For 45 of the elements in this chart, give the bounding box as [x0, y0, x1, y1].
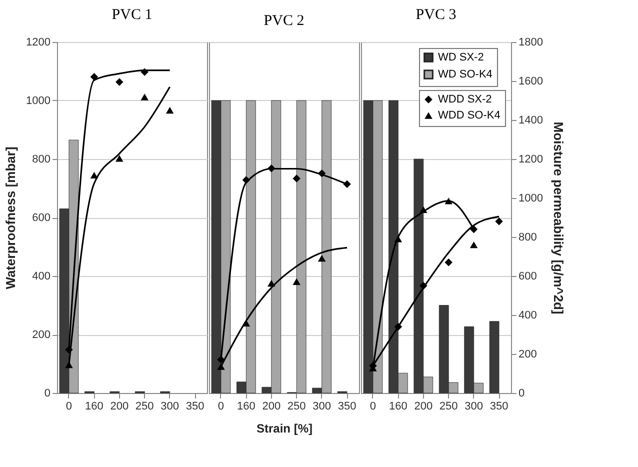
y2-tick-label: 600: [518, 270, 537, 282]
x-tick-label: 350: [490, 400, 508, 412]
y-tick-label: 200: [32, 329, 50, 341]
y-tick-label: 400: [32, 270, 50, 282]
y-tick-label: 800: [32, 154, 50, 166]
x-tick-label: 250: [287, 400, 306, 412]
x-tick-label: 200: [414, 400, 433, 412]
legend-label: WD SX-2: [438, 52, 484, 64]
x-tick-label: 160: [85, 400, 104, 412]
y-tick-label: 1000: [26, 95, 50, 107]
x-tick-label: 0: [370, 400, 376, 412]
legend-label: WD SO-K4: [438, 68, 492, 80]
x-tick-label: 250: [135, 400, 154, 412]
x-tick-label: 300: [464, 400, 483, 412]
y2-tick-label: 1600: [518, 76, 543, 88]
x-tick-label: 350: [338, 400, 356, 412]
legend-label: WDD SX-2: [438, 94, 492, 106]
y2-axis-title: Moisture permeability [g/m^2d]: [550, 122, 566, 314]
x-tick-label: 300: [160, 400, 179, 412]
text: PVC 1: [112, 7, 152, 23]
text: PVC 3: [416, 7, 456, 23]
y-tick-label: 0: [44, 388, 50, 400]
y2-tick-label: 1400: [518, 114, 543, 126]
y-tick-label: 1200: [26, 36, 50, 48]
y2-tick-label: 1200: [518, 154, 543, 166]
x-tick-label: 350: [186, 400, 204, 412]
x-axis-title: Strain [%]: [256, 422, 313, 436]
x-tick-label: 300: [312, 400, 331, 412]
y2-tick-label: 200: [518, 348, 537, 360]
y2-tick-label: 800: [518, 232, 537, 244]
x-tick-label: 250: [439, 400, 458, 412]
y2-tick-label: 1800: [518, 36, 543, 48]
y-tick-label: 600: [32, 212, 50, 224]
y2-tick-label: 400: [518, 310, 537, 322]
x-tick-label: 200: [110, 400, 129, 412]
text: PVC 2: [264, 13, 304, 29]
x-tick-label: 160: [237, 400, 256, 412]
y2-tick-label: 0: [518, 388, 525, 400]
y2-tick-label: 1000: [518, 192, 543, 204]
x-tick-label: 200: [262, 400, 281, 412]
x-tick-label: 0: [218, 400, 224, 412]
x-tick-label: 160: [389, 400, 408, 412]
x-tick-label: 0: [66, 400, 72, 412]
y-axis-title: Waterproofness [mbar]: [3, 146, 18, 290]
legend-label: WDD SO-K4: [438, 110, 500, 122]
